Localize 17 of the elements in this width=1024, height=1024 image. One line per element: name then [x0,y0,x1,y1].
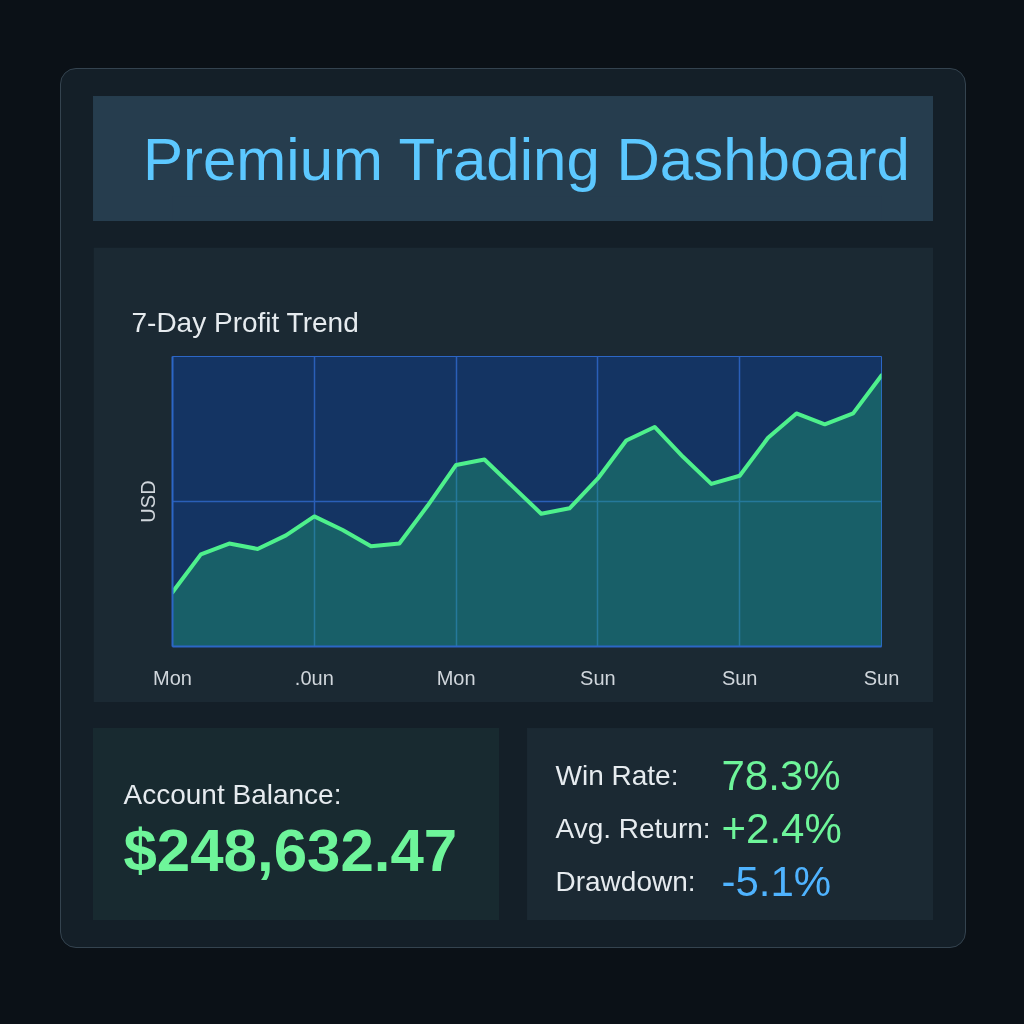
y-axis-title: USD [136,480,159,523]
text: Account Balance: [123,779,342,810]
text: Drawdown: [555,866,696,897]
text: +2.4% [721,805,842,852]
x-tick-label: Sun [721,666,758,689]
x-tick-label: Sun [580,666,616,689]
text: Win Rate: [555,760,679,791]
chart-subtitle: 7-Day Profit Trend [131,306,359,338]
x-tick-label: Mon [436,666,476,689]
text: 78.3% [721,752,841,799]
text: Avg. Return: [555,813,711,844]
x-tick-label: Sun [863,666,900,689]
x-tick-label: .0un [294,666,334,689]
text: $248,632.47 [123,817,458,884]
chart-title: Premium Trading Dashboard [142,125,910,193]
text: -5.1% [721,858,832,905]
x-tick-label: Mon [153,666,192,689]
